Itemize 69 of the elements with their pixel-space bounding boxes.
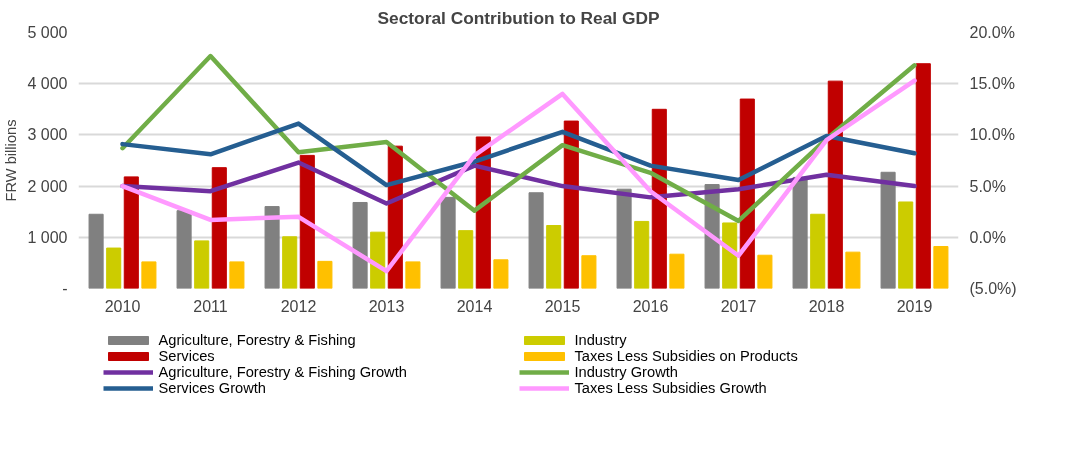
y-tick-label: - — [62, 280, 68, 297]
line-series — [120, 53, 917, 224]
bar — [106, 247, 122, 289]
line-series — [120, 121, 917, 188]
bar — [211, 167, 227, 289]
bar — [563, 120, 579, 289]
bar — [845, 251, 861, 289]
bar — [915, 63, 931, 289]
y2-tick-label: 15.0% — [969, 75, 1015, 93]
y2-tick-label: (5.0%) — [969, 280, 1017, 297]
bar — [634, 220, 650, 289]
bar — [440, 196, 456, 289]
x-tick-label: 2012 — [280, 297, 317, 315]
legend-label: Agriculture, Forestry & Fishing — [158, 332, 357, 348]
bar — [88, 213, 104, 289]
x-tick-label: 2013 — [368, 297, 405, 315]
y-tick-label: 1 000 — [27, 228, 68, 246]
x-tick-label: 2010 — [104, 297, 141, 315]
x-tick-label: 2017 — [720, 297, 757, 315]
bar — [141, 261, 157, 289]
y-tick-label: 5 000 — [27, 24, 68, 41]
bar — [810, 213, 826, 289]
x-tick-label: 2015 — [544, 297, 581, 315]
bar — [299, 154, 315, 289]
x-tick-label: 2018 — [808, 297, 845, 315]
bar — [317, 260, 333, 289]
bar — [123, 176, 139, 289]
y-tick-label: 4 000 — [27, 75, 68, 93]
bar — [194, 240, 210, 289]
legend-label: Agriculture, Forestry & Fishing Growth — [158, 364, 408, 380]
bar — [581, 255, 597, 289]
bar — [669, 253, 685, 289]
bar — [229, 261, 245, 289]
legend-label: Services — [158, 348, 216, 364]
x-tick-label: 2019 — [896, 297, 933, 315]
bar — [405, 261, 421, 289]
y-tick-label: 3 000 — [27, 126, 68, 144]
bar — [264, 206, 280, 289]
y-axis-title: FRW billions — [3, 119, 20, 202]
bar — [792, 176, 808, 289]
bar — [757, 254, 773, 289]
bar — [827, 80, 843, 289]
y2-tick-label: 10.0% — [969, 126, 1015, 144]
legend-label: Industry — [574, 332, 628, 348]
bar — [352, 201, 368, 289]
legend-label: Taxes Less Subsidies on Products — [574, 348, 799, 364]
legend-label: Taxes Less Subsidies Growth — [574, 380, 768, 396]
legend-label: Services Growth — [158, 380, 267, 396]
y2-tick-label: 20.0% — [969, 24, 1015, 41]
bar — [880, 171, 896, 289]
bar — [528, 192, 544, 289]
y-tick-label: 2 000 — [27, 177, 68, 195]
bar — [176, 210, 192, 289]
bar — [546, 225, 562, 289]
bar — [282, 236, 298, 289]
bar — [933, 246, 949, 289]
x-tick-label: 2016 — [632, 297, 669, 315]
bar — [493, 259, 509, 289]
chart-title: Sectoral Contribution to Real GDP — [377, 7, 660, 28]
bar — [722, 222, 738, 289]
y2-tick-label: 5.0% — [969, 177, 1006, 195]
legend-label: Industry Growth — [574, 364, 679, 380]
bar — [898, 201, 914, 289]
x-tick-label: 2014 — [456, 297, 493, 315]
bar — [616, 188, 632, 289]
y2-tick-label: 0.0% — [969, 228, 1006, 246]
line-series — [120, 78, 917, 274]
bar — [458, 230, 474, 289]
x-tick-label: 2011 — [193, 297, 228, 315]
